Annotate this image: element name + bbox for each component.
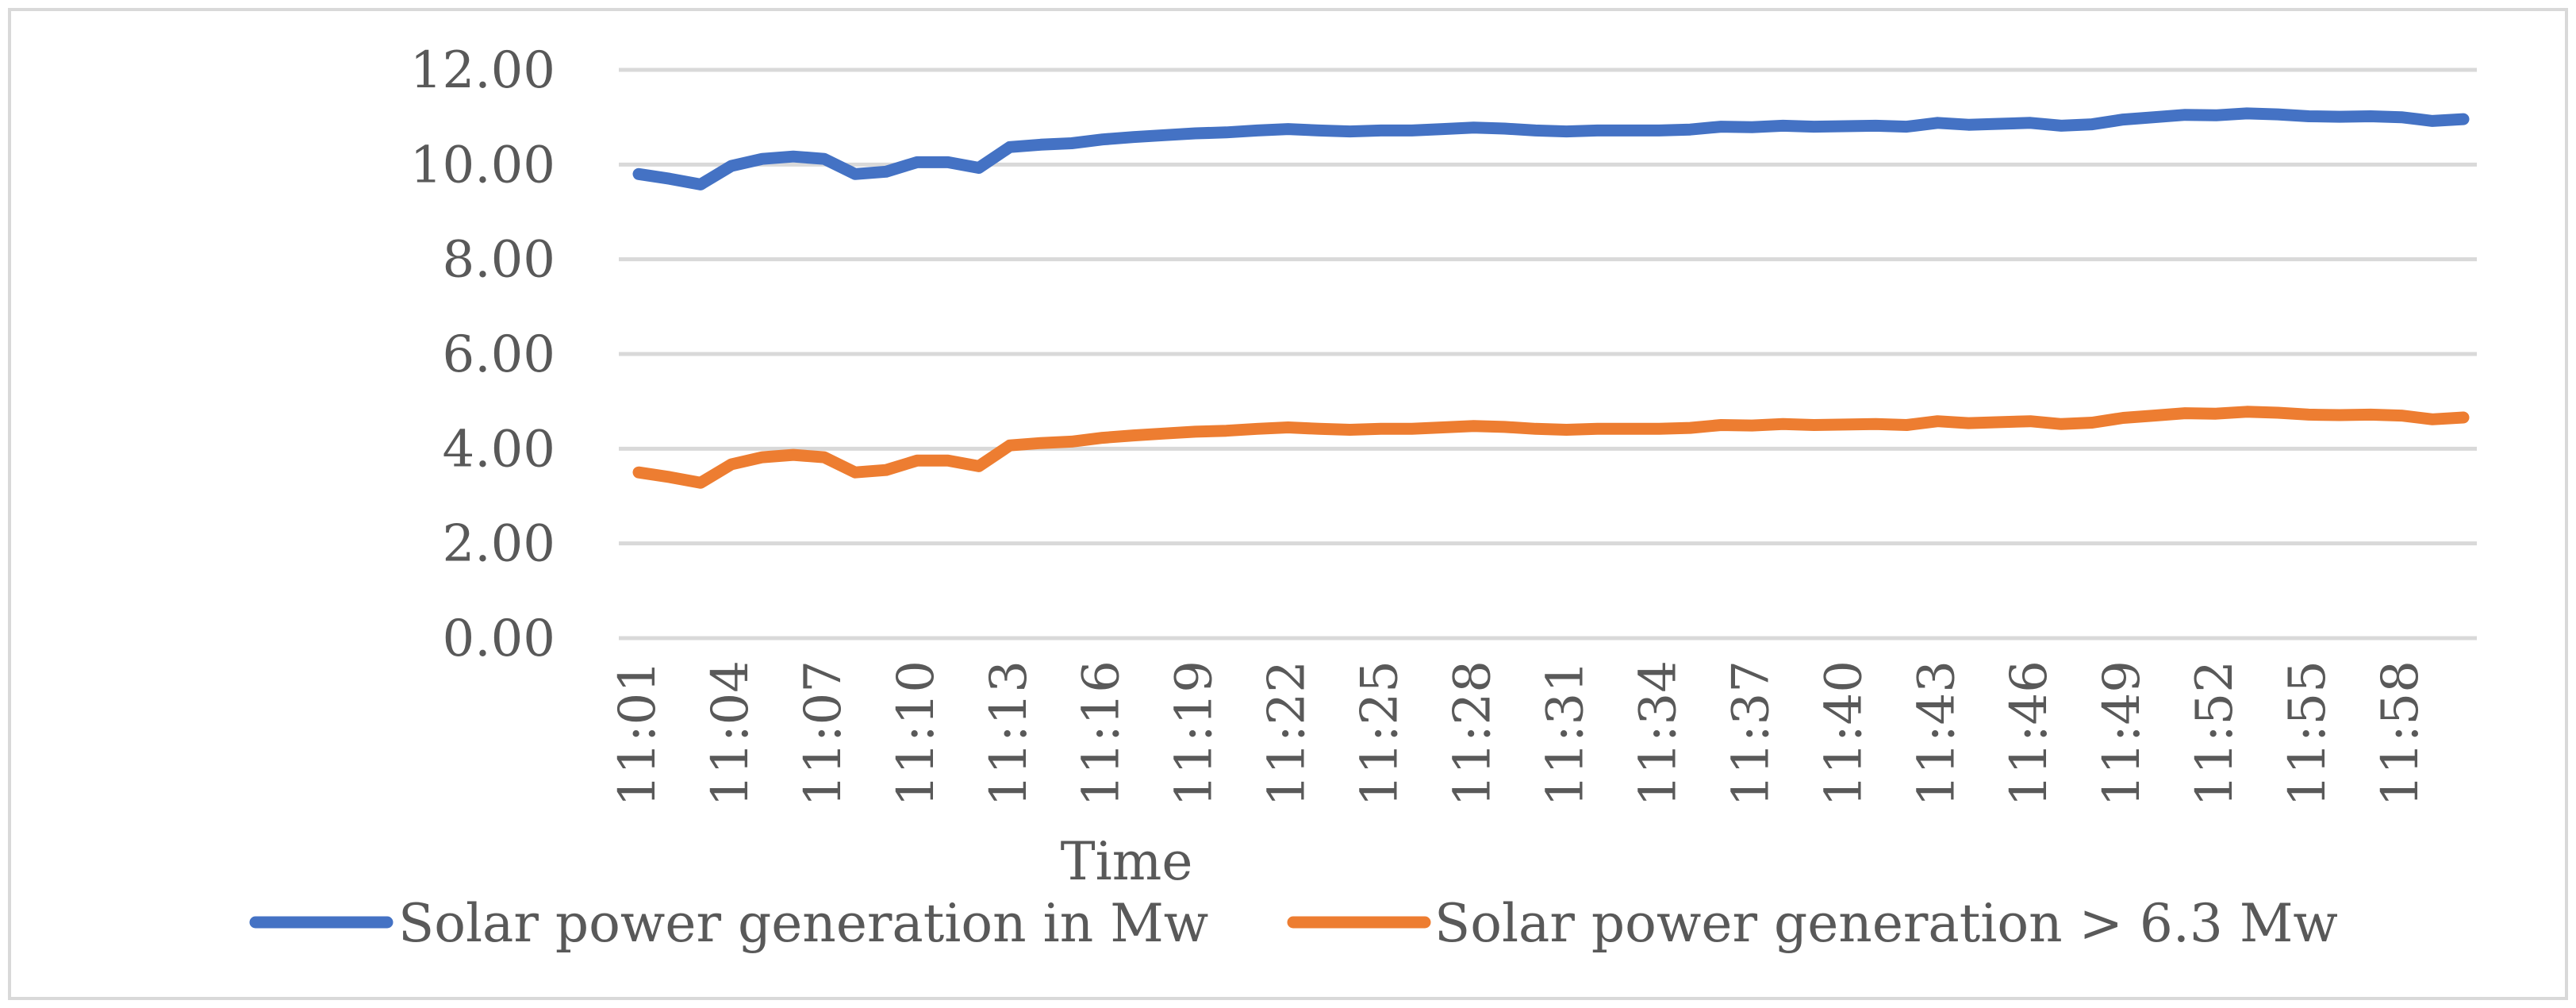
x-tick-label: 11:28	[1444, 660, 1503, 806]
y-axis-tick-labels: 0.00 2.00 4.00 6.00 8.00 10.00 12.00	[410, 41, 555, 668]
x-tick-label: 11:37	[1722, 660, 1780, 806]
series-lines	[632, 107, 2470, 489]
x-tick-label: 11:10	[887, 660, 946, 806]
x-tick-label: 11:01	[608, 660, 667, 806]
legend: Solar power generation in Mw Solar power …	[249, 893, 2338, 954]
legend-label: Solar power generation in Mw	[398, 893, 1208, 954]
x-tick-label: 11:46	[2000, 660, 2059, 806]
series-line-solar-above-6-3	[632, 406, 2470, 489]
x-axis-tick-labels: 11:01 11:04 11:07 11:10 11:13 11:16 11:19 11:22…	[608, 660, 2430, 806]
x-axis-title: Time	[1061, 831, 1193, 892]
x-tick-label: 11:40	[1814, 660, 1873, 806]
legend-label: Solar power generation > 6.3 Mw	[1434, 893, 2338, 954]
x-tick-label: 11:49	[2093, 660, 2152, 806]
y-tick-label: 12.00	[410, 41, 555, 100]
y-tick-label: 4.00	[443, 420, 556, 479]
y-tick-label: 2.00	[443, 515, 556, 574]
x-tick-label: 11:34	[1629, 660, 1687, 806]
chart-frame	[8, 8, 2568, 1000]
x-tick-label: 11:25	[1351, 660, 1410, 806]
y-tick-label: 0.00	[443, 610, 556, 668]
x-tick-label: 11:52	[2186, 660, 2244, 806]
x-tick-label: 11:43	[1907, 660, 1966, 806]
x-tick-label: 11:55	[2278, 660, 2337, 806]
x-tick-label: 11:19	[1165, 660, 1224, 806]
x-tick-label: 11:04	[701, 660, 760, 806]
x-tick-label: 11:31	[1536, 660, 1595, 806]
y-tick-label: 6.00	[443, 325, 556, 384]
x-tick-label: 11:13	[980, 660, 1038, 806]
x-tick-label: 11:16	[1073, 660, 1131, 806]
x-tick-label: 11:07	[794, 660, 853, 806]
y-tick-label: 8.00	[443, 231, 556, 290]
x-tick-label: 11:58	[2371, 660, 2430, 806]
series-line-solar-mw	[632, 107, 2470, 190]
x-tick-label: 11:22	[1258, 660, 1317, 806]
y-tick-label: 10.00	[410, 136, 555, 194]
